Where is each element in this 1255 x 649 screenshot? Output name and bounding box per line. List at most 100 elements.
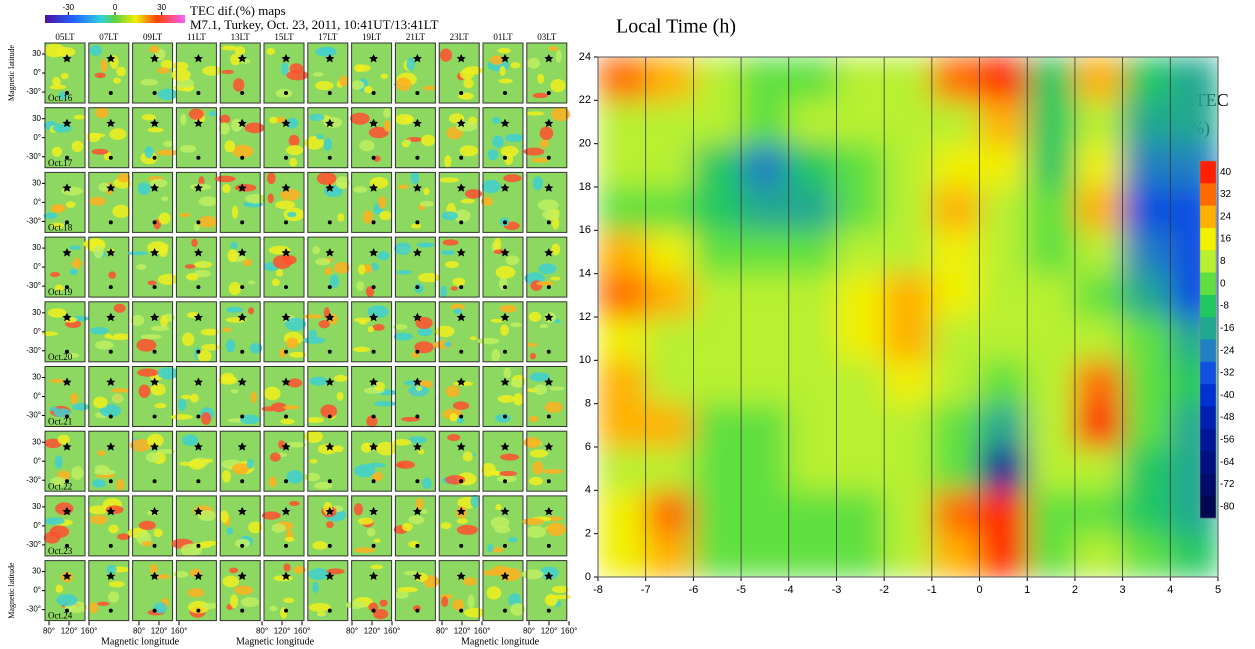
heatmap-cell: [979, 447, 1028, 491]
map-panel: [523, 430, 568, 492]
map-texture: [306, 417, 325, 424]
epicenter-marker: [196, 91, 201, 95]
map-panel: [307, 42, 349, 104]
epicenter-marker: [546, 155, 551, 160]
star-marker: [325, 571, 335, 580]
map-texture: [287, 378, 303, 388]
column-label: 17LT: [318, 32, 338, 42]
map-texture: [423, 85, 436, 91]
y-tick-label: 20: [579, 138, 591, 150]
map-background: [88, 366, 129, 427]
map-texture: [493, 237, 502, 252]
star-marker: [150, 571, 160, 580]
map-texture: [415, 497, 424, 511]
map-panel: [175, 430, 217, 492]
map-texture: [442, 239, 459, 246]
map-texture: [94, 469, 116, 475]
map-panel: [523, 107, 571, 169]
map-texture: [470, 336, 477, 341]
star-marker: [106, 312, 116, 322]
map-texture: [555, 50, 562, 63]
heatmap-cell: [1027, 490, 1076, 535]
map-texture: [444, 341, 453, 348]
map-frame: [175, 42, 217, 104]
map-texture: [510, 378, 526, 388]
star-marker: [193, 442, 203, 451]
map-texture: [94, 340, 114, 350]
y-tick-label: 30: [32, 114, 41, 123]
epicenter-marker: [284, 91, 288, 95]
map-panel: [173, 560, 218, 622]
y-tick-label: 0°: [33, 68, 41, 77]
map-texture: [188, 459, 206, 470]
epicenter-marker: [327, 479, 332, 484]
map-panel: [351, 430, 397, 492]
map-texture: [293, 565, 306, 574]
map-texture: [225, 306, 243, 313]
map-frame: [175, 366, 217, 427]
y-tick-label: 4: [585, 484, 591, 496]
map-texture: [72, 403, 90, 411]
map-frame: [219, 236, 261, 298]
epicenter-marker: [152, 479, 157, 484]
map-texture: [284, 536, 295, 542]
map-texture: [145, 452, 160, 463]
epicenter-marker: [108, 220, 113, 225]
epicenter-marker: [327, 285, 332, 290]
heatmap-cell: [693, 533, 742, 577]
star-marker: [62, 183, 72, 192]
epicenter-marker: [327, 349, 332, 354]
map-texture: [224, 140, 236, 153]
map-texture: [287, 211, 297, 218]
map-frame: [482, 430, 524, 492]
map-panel: [132, 42, 178, 104]
map-frame: [394, 495, 436, 557]
heatmap-cell: [1074, 360, 1124, 405]
map-texture: [358, 264, 366, 275]
map-panel: [263, 430, 307, 492]
star-marker: [62, 506, 72, 516]
map-panel: [394, 560, 439, 622]
map-texture: [337, 213, 345, 222]
heatmap-cell: [1074, 187, 1124, 231]
epicenter-marker: [415, 543, 420, 548]
y-axis-title: Local Time (h): [616, 16, 736, 38]
map-texture: [47, 308, 67, 318]
map-texture: [379, 210, 392, 221]
y-tick-label: 30: [32, 502, 41, 511]
colorbar-tick-label: -8: [1220, 301, 1229, 312]
map-texture: [401, 522, 413, 532]
star-marker: [237, 118, 247, 128]
map-texture: [268, 476, 277, 488]
map-texture: [370, 262, 379, 272]
x-tick-label: -7: [641, 584, 651, 596]
map-panel: [482, 236, 524, 298]
map-texture: [222, 327, 232, 333]
map-panel: [482, 107, 524, 169]
map-panel: [438, 107, 480, 169]
heatmap-cell: [598, 230, 647, 275]
map-texture: [354, 317, 372, 323]
map-texture: [286, 337, 299, 349]
epicenter-marker: [371, 349, 376, 354]
map-texture: [417, 449, 425, 455]
map-panel: [170, 366, 217, 427]
map-frame: [88, 560, 130, 622]
epicenter-marker: [240, 414, 245, 419]
map-texture: [495, 413, 511, 423]
map-texture: [113, 333, 129, 338]
map-texture: [459, 145, 479, 157]
map-frame: [132, 107, 174, 169]
map-frame: [438, 171, 480, 233]
map-texture: [522, 518, 545, 526]
map-panel: [127, 495, 174, 557]
map-panel: [132, 366, 179, 427]
epicenter-marker: [284, 479, 288, 484]
map-texture: [141, 114, 156, 121]
map-texture: [97, 601, 110, 606]
heatmap-cell: [979, 273, 1028, 318]
heatmap-cell: [1122, 317, 1171, 361]
map-texture: [221, 69, 235, 74]
heatmap-cell: [693, 230, 742, 275]
y-tick-label: 0°: [33, 133, 41, 142]
